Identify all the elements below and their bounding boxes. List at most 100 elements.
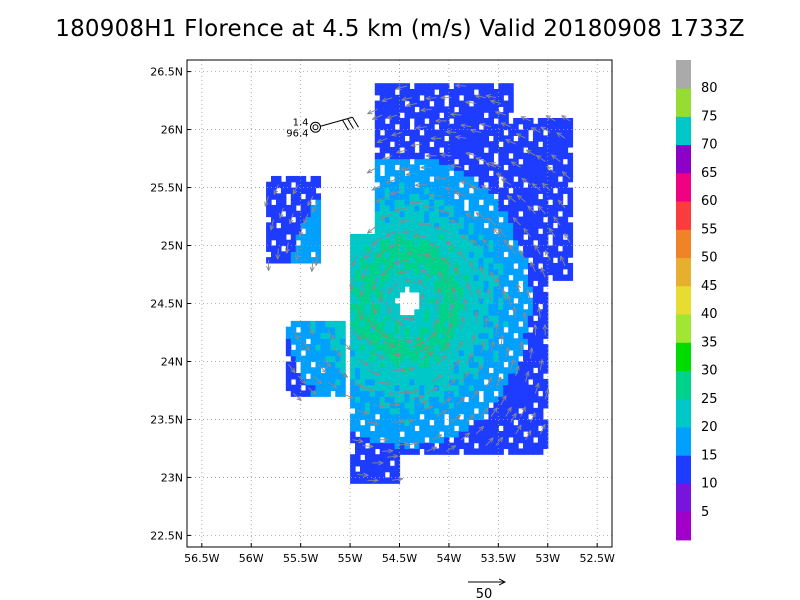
wind-cell bbox=[429, 268, 435, 276]
wind-cell bbox=[503, 152, 509, 160]
wind-cell bbox=[518, 257, 524, 264]
wind-cell bbox=[468, 315, 475, 322]
wind-cell bbox=[379, 251, 386, 258]
wind-cell bbox=[350, 355, 356, 363]
wind-cell bbox=[503, 268, 509, 276]
wind-cell bbox=[419, 106, 425, 113]
wind-cell bbox=[493, 239, 499, 247]
wind-cell bbox=[404, 344, 410, 351]
wind-cell bbox=[498, 158, 504, 165]
wind-cell bbox=[547, 123, 554, 131]
wind-cell bbox=[542, 320, 549, 328]
wind-cell bbox=[503, 338, 509, 345]
wind-cell bbox=[453, 309, 460, 316]
wind-cell bbox=[483, 106, 490, 113]
wind-cell bbox=[493, 216, 499, 223]
wind-cell bbox=[409, 152, 415, 160]
wind-cell bbox=[310, 181, 317, 189]
wind-cell bbox=[527, 320, 534, 328]
wind-cell bbox=[409, 210, 415, 218]
wind-cell bbox=[473, 233, 480, 241]
wind-cell bbox=[523, 251, 529, 258]
wind-cell bbox=[399, 193, 406, 200]
wind-cell bbox=[399, 158, 406, 165]
wind-cell bbox=[532, 193, 539, 200]
wind-cell bbox=[389, 274, 396, 281]
wind-vector bbox=[425, 207, 437, 208]
wind-cell bbox=[473, 181, 480, 189]
x-tick-label: 56W bbox=[239, 552, 264, 565]
wind-cell bbox=[374, 135, 381, 142]
wind-cell bbox=[384, 291, 391, 299]
wind-cell bbox=[473, 349, 480, 357]
wind-cell bbox=[453, 396, 460, 403]
wind-cell bbox=[513, 257, 519, 264]
wind-cell bbox=[527, 152, 534, 160]
wind-cell bbox=[434, 274, 440, 281]
wind-cell bbox=[532, 320, 539, 328]
wind-cell bbox=[498, 355, 504, 363]
wind-vector bbox=[364, 248, 373, 258]
wind-cell bbox=[567, 199, 574, 206]
x-tick-label: 55W bbox=[338, 552, 363, 565]
wind-cell bbox=[443, 112, 450, 119]
wind-vector bbox=[441, 155, 452, 156]
wind-cell bbox=[503, 442, 509, 450]
wind-cell bbox=[562, 152, 569, 160]
wind-cell bbox=[527, 164, 534, 171]
wind-cell bbox=[458, 384, 465, 392]
wind-cell bbox=[414, 152, 420, 160]
wind-vector bbox=[451, 415, 460, 423]
wind-vector bbox=[300, 225, 304, 236]
wind-cell bbox=[493, 199, 499, 206]
wind-cell bbox=[443, 361, 450, 368]
wind-cell bbox=[468, 164, 475, 171]
wind-cell bbox=[404, 413, 410, 421]
wind-vector bbox=[465, 299, 466, 313]
wind-cell bbox=[429, 349, 435, 357]
wind-cell bbox=[424, 280, 430, 287]
wind-cell bbox=[389, 117, 396, 125]
wind-cell bbox=[389, 146, 396, 154]
wind-cell bbox=[429, 303, 435, 310]
wind-cell bbox=[439, 170, 445, 177]
wind-cell bbox=[537, 361, 544, 368]
wind-vector bbox=[539, 424, 545, 435]
wind-cell bbox=[290, 228, 297, 235]
wind-vector bbox=[532, 184, 541, 191]
wind-cell bbox=[384, 146, 391, 154]
wind-cell bbox=[468, 338, 475, 345]
wind-cell bbox=[537, 442, 544, 450]
wind-cell bbox=[409, 320, 415, 328]
wind-cell bbox=[503, 222, 509, 229]
wind-cell bbox=[359, 373, 366, 380]
wind-cell bbox=[493, 141, 499, 148]
wind-cell bbox=[290, 193, 297, 200]
wind-cell bbox=[300, 175, 307, 183]
wind-cell bbox=[439, 239, 445, 247]
wind-vector bbox=[539, 307, 541, 319]
wind-cell bbox=[547, 152, 554, 160]
wind-cell bbox=[429, 338, 435, 345]
wind-cell bbox=[369, 262, 376, 270]
wind-cell bbox=[508, 228, 514, 235]
wind-cell bbox=[290, 239, 297, 247]
wind-cell bbox=[503, 187, 509, 194]
wind-cell bbox=[498, 210, 504, 218]
wind-cell bbox=[537, 315, 544, 322]
wind-cell bbox=[473, 187, 480, 194]
wind-cell bbox=[320, 332, 326, 339]
wind-cell bbox=[379, 112, 386, 119]
wind-cell bbox=[275, 233, 282, 241]
wind-cell bbox=[478, 146, 485, 154]
wind-cell bbox=[498, 94, 504, 102]
wind-cell bbox=[498, 222, 504, 229]
wind-cell bbox=[458, 239, 465, 247]
wind-vector bbox=[461, 317, 463, 330]
wind-cell bbox=[384, 378, 391, 386]
wind-vector bbox=[362, 387, 374, 392]
wind-cell bbox=[434, 233, 440, 241]
wind-vector bbox=[287, 364, 295, 372]
colorbar-label: 60 bbox=[701, 194, 718, 209]
